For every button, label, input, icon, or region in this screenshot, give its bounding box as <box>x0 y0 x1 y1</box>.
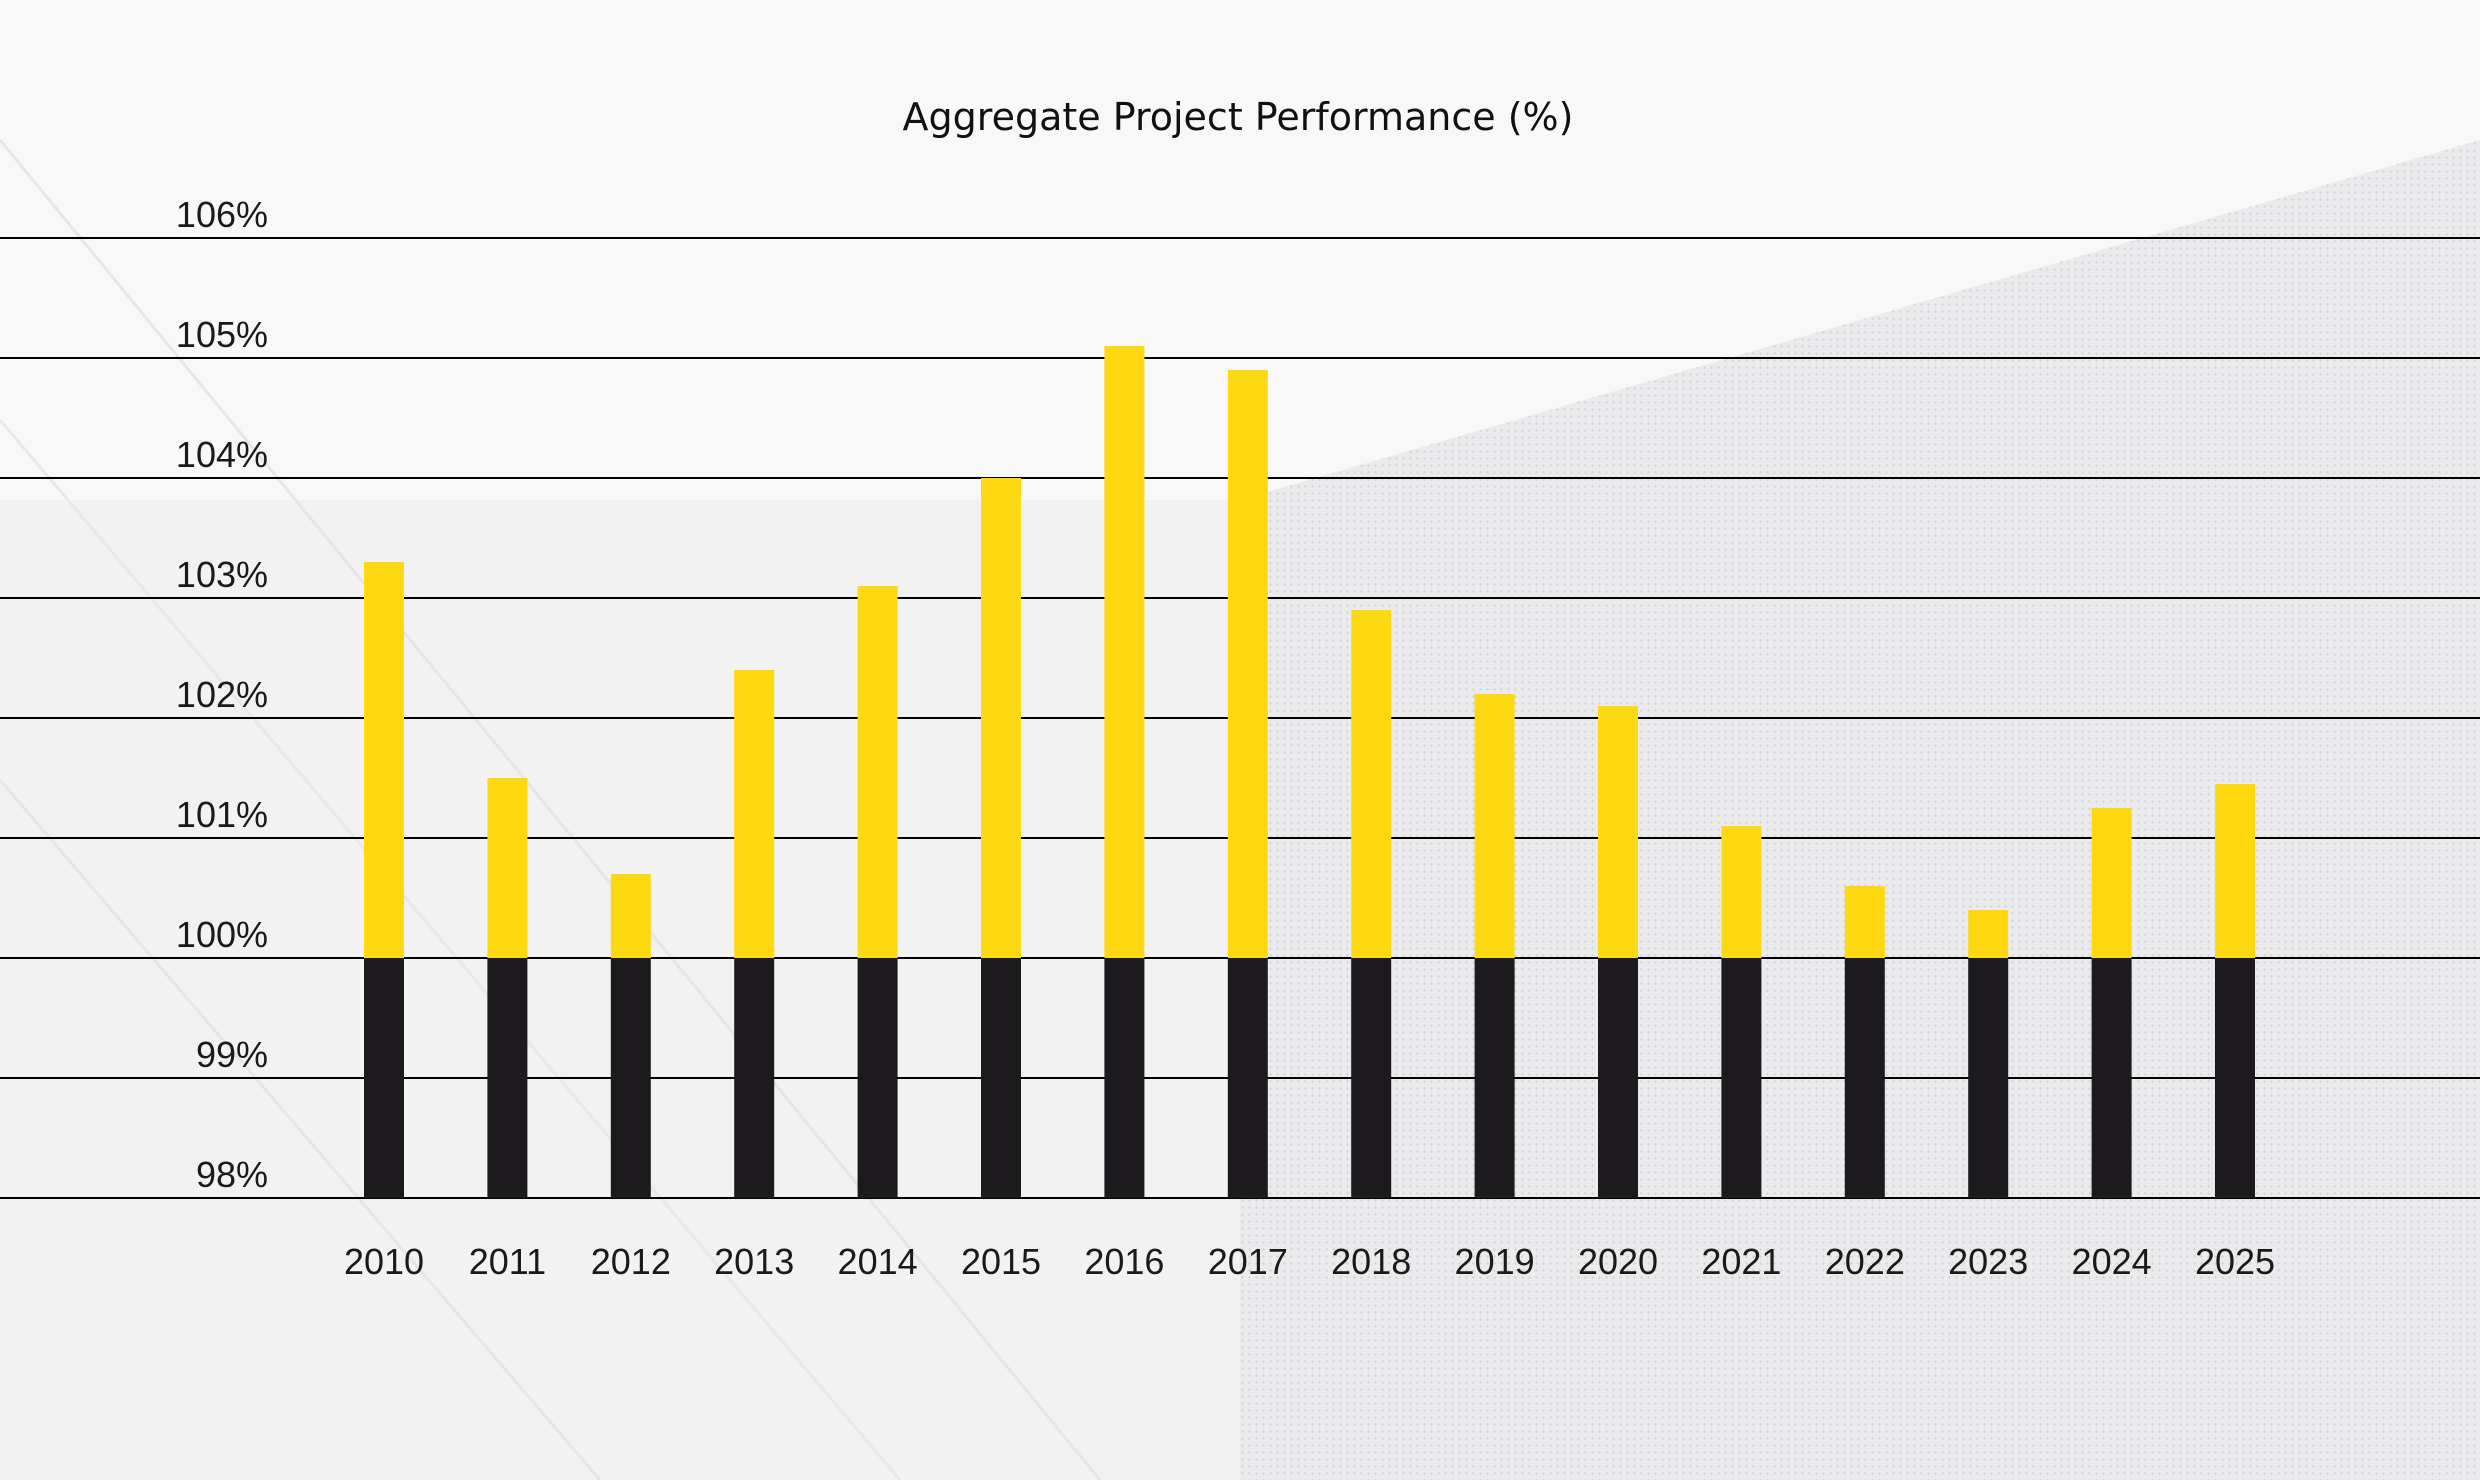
y-tick-label: 103% <box>176 554 268 595</box>
bar-base-segment <box>1104 958 1145 1198</box>
background-streak <box>0 419 902 1480</box>
bar-base-segment <box>610 958 651 1198</box>
y-tick-label: 101% <box>176 794 268 835</box>
chart-title: Aggregate Project Performance (%) <box>903 95 1574 139</box>
bar-performance-segment <box>1721 826 1762 958</box>
x-tick-label: 2017 <box>1208 1241 1288 1282</box>
background-dot-pattern <box>1240 140 2480 1480</box>
x-tick-label: 2014 <box>838 1241 918 1282</box>
bar-performance-segment <box>1968 910 2009 958</box>
y-tick-label: 105% <box>176 314 268 355</box>
background-streak <box>0 779 602 1480</box>
background-light-panel <box>0 0 2480 500</box>
bar-base-segment <box>2091 958 2132 1198</box>
bar-performance-segment <box>2091 808 2132 958</box>
bars <box>364 346 2255 1198</box>
x-tick-label: 2016 <box>1084 1241 1164 1282</box>
bar-performance-segment <box>1598 706 1638 958</box>
x-tick-label: 2019 <box>1455 1241 1535 1282</box>
bar-performance-segment <box>1844 886 1885 958</box>
bar-performance-segment <box>981 478 1021 958</box>
bar-base-segment <box>1968 958 2009 1198</box>
bar-base-segment <box>1351 958 1392 1198</box>
x-tick-label: 2010 <box>344 1241 424 1282</box>
y-tick-label: 102% <box>176 674 268 715</box>
x-tick-label: 2013 <box>714 1241 794 1282</box>
bar-base-segment <box>1474 958 1515 1198</box>
bar-performance-segment <box>1351 610 1392 958</box>
y-tick-label: 106% <box>176 194 268 235</box>
bar-base-segment <box>2215 958 2255 1198</box>
bar-base-segment <box>981 958 1021 1198</box>
bar-base-segment <box>364 958 404 1198</box>
y-tick-label: 104% <box>176 434 268 475</box>
x-tick-label: 2022 <box>1825 1241 1905 1282</box>
x-tick-label: 2023 <box>1948 1241 2028 1282</box>
x-tick-label: 2018 <box>1331 1241 1411 1282</box>
bar-base-segment <box>734 958 775 1198</box>
x-tick-label: 2024 <box>2072 1241 2152 1282</box>
bar-performance-segment <box>1474 694 1515 958</box>
x-tick-label: 2025 <box>2195 1241 2275 1282</box>
x-tick-label: 2011 <box>469 1241 546 1282</box>
bar-base-segment <box>857 958 898 1198</box>
y-tick-label: 98% <box>196 1154 268 1195</box>
bar-performance-segment <box>857 586 898 958</box>
x-tick-label: 2020 <box>1578 1241 1658 1282</box>
bar-base-segment <box>487 958 528 1198</box>
y-tick-label: 99% <box>196 1034 268 1075</box>
bar-performance-segment <box>1227 370 1268 958</box>
bar-base-segment <box>1598 958 1638 1198</box>
x-tick-label: 2015 <box>961 1241 1041 1282</box>
background-streak <box>0 139 1102 1480</box>
x-axis-ticks: 2010 2011 2012 2013 2014 2015 2016 2017 2018 2019… <box>344 1241 2275 1282</box>
y-tick-label: 100% <box>176 914 268 955</box>
bar-base-segment <box>1844 958 1885 1198</box>
x-tick-label: 2012 <box>591 1241 671 1282</box>
y-axis-ticks: 98% 99% 100% 101% 102% 103% 104% 105% 106% <box>176 194 268 1195</box>
bar-performance-segment <box>2215 784 2255 958</box>
bar-performance-segment <box>1104 346 1145 958</box>
bar-base-segment <box>1721 958 1762 1198</box>
bar-performance-segment <box>734 670 775 958</box>
bar-base-segment <box>1227 958 1268 1198</box>
bar-performance-segment <box>610 874 651 958</box>
bar-performance-segment <box>364 562 404 958</box>
bar-performance-segment <box>487 778 528 958</box>
x-tick-label: 2021 <box>1701 1241 1781 1282</box>
